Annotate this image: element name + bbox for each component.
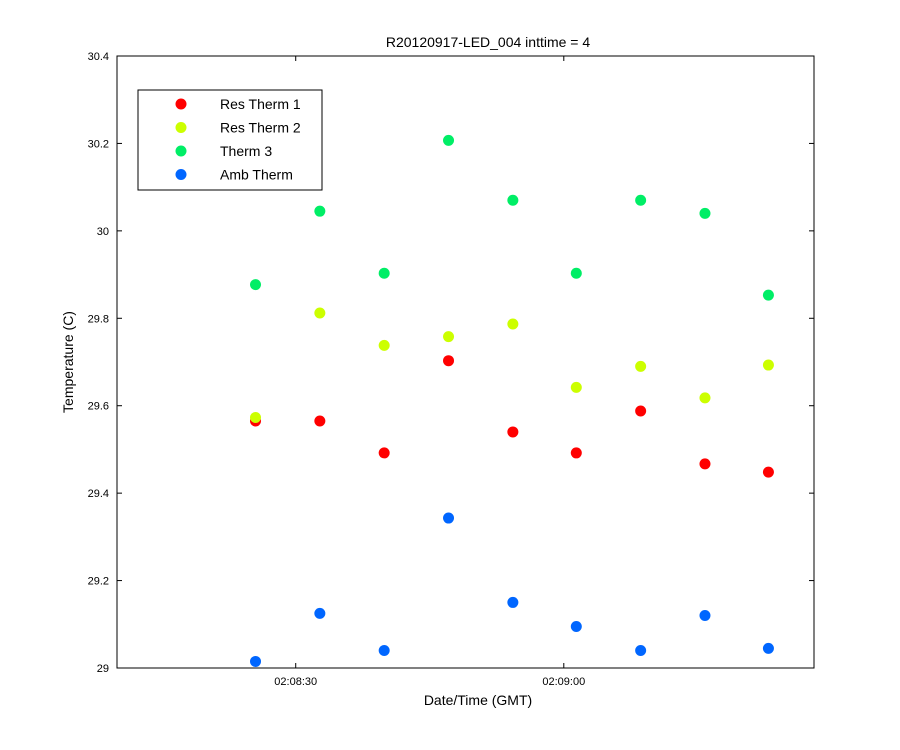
point-res-therm-2	[635, 360, 647, 372]
point-amb-therm	[443, 512, 455, 524]
y-tick-label: 30.4	[88, 51, 109, 63]
y-tick-label: 29.8	[88, 313, 109, 325]
point-therm-3	[635, 194, 647, 206]
point-res-therm-1	[378, 447, 390, 459]
point-amb-therm	[699, 610, 711, 622]
chart-title: R20120917-LED_004 inttime = 4	[386, 34, 591, 50]
legend-marker	[175, 145, 187, 157]
point-therm-3	[762, 289, 774, 301]
point-amb-therm	[378, 645, 390, 657]
point-therm-3	[443, 134, 455, 146]
y-axis: 29 29.2 29.4 29.6 29.8 30 30.2 30.4	[88, 51, 814, 675]
point-res-therm-2	[378, 339, 390, 351]
point-amb-therm	[570, 620, 582, 632]
point-amb-therm	[762, 642, 774, 654]
point-res-therm-2	[314, 307, 326, 319]
point-res-therm-2	[699, 392, 711, 404]
legend-label: Res Therm 1	[220, 96, 301, 112]
y-tick-label: 29.6	[88, 401, 109, 413]
point-res-therm-1	[507, 426, 519, 438]
point-res-therm-2	[762, 359, 774, 371]
x-axis-title: Date/Time (GMT)	[424, 692, 532, 708]
y-axis-title: Temperature (C)	[60, 311, 76, 413]
point-res-therm-1	[635, 405, 647, 417]
y-tick-label: 29	[97, 663, 109, 675]
y-tick-label: 30.2	[88, 138, 109, 150]
x-tick-label: 02:09:00	[542, 676, 585, 688]
point-therm-3	[314, 205, 326, 217]
point-therm-3	[378, 267, 390, 279]
data-points	[250, 134, 774, 667]
point-res-therm-1	[762, 466, 774, 478]
x-tick-label: 02:08:30	[274, 676, 317, 688]
point-amb-therm	[507, 596, 519, 608]
legend-label: Amb Therm	[220, 167, 293, 183]
point-res-therm-1	[699, 458, 711, 470]
y-tick-label: 30	[97, 226, 109, 238]
point-res-therm-2	[570, 381, 582, 393]
point-res-therm-2	[507, 318, 519, 330]
legend-label: Therm 3	[220, 143, 272, 159]
point-therm-3	[250, 279, 262, 291]
point-res-therm-1	[443, 355, 455, 367]
point-therm-3	[507, 194, 519, 206]
point-res-therm-1	[570, 447, 582, 459]
legend-label: Res Therm 2	[220, 120, 301, 136]
legend-marker	[175, 169, 187, 180]
legend-marker	[175, 122, 187, 133]
y-tick-label: 29.4	[88, 488, 109, 500]
y-tick-label: 29.2	[88, 576, 109, 588]
point-res-therm-2	[443, 331, 455, 343]
point-amb-therm	[250, 655, 262, 667]
point-therm-3	[570, 267, 582, 279]
legend-marker	[175, 98, 187, 110]
point-res-therm-1	[314, 415, 326, 427]
x-axis: 02:08:30 02:09:00	[274, 56, 585, 688]
legend: Res Therm 1 Res Therm 2 Therm 3 Amb Therm	[137, 89, 323, 191]
point-amb-therm	[314, 607, 326, 619]
point-therm-3	[699, 207, 711, 219]
legend-box	[137, 89, 323, 191]
point-amb-therm	[635, 645, 647, 657]
point-res-therm-2	[250, 412, 262, 424]
